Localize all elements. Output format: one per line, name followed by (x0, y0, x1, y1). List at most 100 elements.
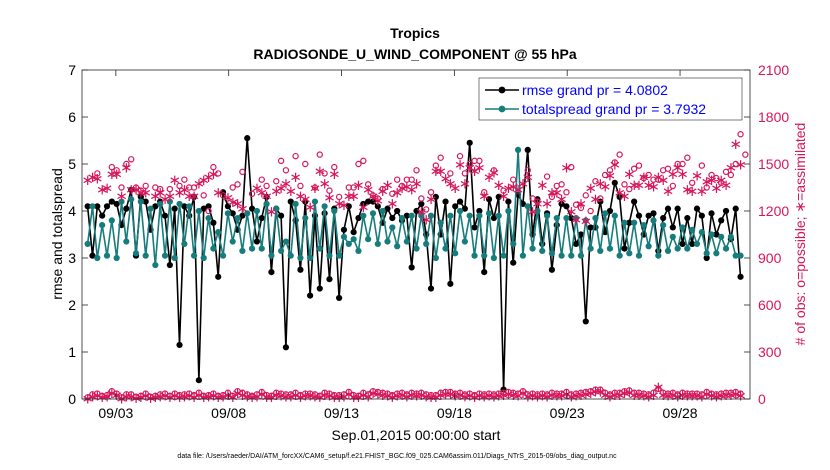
point-1-82 (481, 252, 488, 259)
point-1-4 (103, 252, 111, 259)
point-5-92: ∗ (526, 387, 539, 405)
point-3-4: ∗ (101, 179, 114, 197)
point-4-26 (210, 390, 217, 397)
point-5-5: ∗ (106, 384, 119, 402)
point-3-121: ∗ (667, 165, 680, 183)
point-3-2: ∗ (91, 170, 104, 188)
point-3-111: ∗ (618, 187, 631, 205)
point-3-53: ∗ (338, 196, 351, 214)
point-2-99 (563, 188, 570, 196)
point-1-99 (563, 214, 570, 222)
point-3-52: ∗ (333, 195, 346, 213)
point-3-37: ∗ (260, 187, 273, 205)
point-0-72 (432, 193, 439, 200)
point-5-101: ∗ (570, 387, 583, 405)
point-3-63: ∗ (386, 195, 399, 213)
point-2-19 (176, 182, 183, 190)
point-5-108: ∗ (604, 387, 617, 405)
point-5-74: ∗ (439, 385, 452, 403)
point-3-123: ∗ (676, 165, 689, 183)
point-4-23 (195, 389, 203, 396)
point-3-101: ∗ (570, 210, 583, 228)
point-5-31: ∗ (231, 384, 244, 402)
point-1-85 (495, 212, 502, 219)
point-2-31 (234, 181, 241, 188)
point-1-133 (727, 233, 734, 240)
x-tick-label-4: 09/23 (550, 405, 585, 421)
point-4-54 (345, 388, 352, 396)
point-2-25 (205, 207, 212, 215)
point-2-39 (273, 178, 280, 185)
point-1-47 (311, 198, 319, 205)
legend-box (478, 77, 743, 121)
point-1-81 (476, 212, 483, 219)
point-2-24 (200, 192, 207, 199)
point-3-124: ∗ (681, 181, 694, 199)
point-2-88 (510, 176, 517, 183)
left-tick-label-4: 4 (68, 203, 76, 219)
point-2-43 (292, 152, 299, 160)
point-2-124 (684, 154, 691, 161)
point-5-99: ∗ (560, 385, 573, 403)
point-5-16: ∗ (159, 387, 172, 405)
point-1-118 (655, 252, 662, 259)
point-4-127 (698, 391, 706, 398)
point-5-80: ∗ (468, 388, 481, 406)
point-2-129 (708, 171, 715, 179)
point-2-127 (698, 162, 706, 169)
point-2-134 (732, 160, 739, 168)
point-4-118 (655, 385, 662, 393)
right-tick-label-0: 0 (758, 391, 766, 407)
point-3-83: ∗ (483, 168, 496, 186)
point-3-86: ∗ (497, 187, 510, 205)
point-5-120: ∗ (662, 387, 675, 405)
point-1-22 (190, 252, 198, 259)
point-2-30 (229, 184, 236, 191)
point-0-78 (461, 205, 468, 212)
point-1-111 (621, 219, 628, 226)
point-3-109: ∗ (609, 156, 622, 174)
point-3-66: ∗ (401, 177, 414, 195)
series-1 (84, 146, 744, 269)
point-1-31 (234, 214, 241, 222)
point-5-122: ∗ (671, 387, 684, 405)
point-3-79: ∗ (463, 159, 476, 177)
point-1-42 (287, 252, 294, 259)
point-5-106: ∗ (594, 383, 607, 401)
point-0-50 (326, 276, 333, 283)
point-3-96: ∗ (546, 184, 559, 202)
point-0-121 (669, 224, 676, 231)
series-4 (84, 385, 744, 401)
point-3-99: ∗ (560, 159, 573, 177)
point-3-31: ∗ (231, 195, 244, 213)
point-5-104: ∗ (584, 384, 597, 402)
point-2-32 (239, 168, 246, 176)
point-1-57 (360, 212, 367, 219)
point-5-103: ∗ (579, 385, 592, 403)
point-2-8 (123, 160, 130, 168)
point-2-133 (727, 171, 735, 179)
point-5-1: ∗ (86, 387, 99, 405)
point-3-128: ∗ (700, 173, 713, 191)
point-4-12 (142, 390, 149, 397)
point-0-85 (495, 193, 502, 200)
point-5-78: ∗ (459, 387, 472, 405)
point-1-96 (548, 250, 556, 257)
point-2-61 (379, 185, 386, 193)
point-5-10: ∗ (130, 389, 143, 407)
point-5-62: ∗ (381, 387, 394, 405)
point-3-24: ∗ (197, 171, 210, 189)
point-2-67 (408, 176, 415, 183)
point-0-32 (239, 212, 246, 219)
point-3-93: ∗ (531, 195, 544, 213)
point-0-54 (345, 203, 352, 210)
point-3-110: ∗ (613, 184, 626, 202)
point-5-20: ∗ (178, 387, 191, 405)
point-5-51: ∗ (328, 388, 341, 406)
point-3-59: ∗ (367, 187, 380, 205)
legend-rmse-marker (498, 86, 506, 94)
point-1-70 (423, 240, 430, 247)
point-3-132: ∗ (720, 176, 733, 194)
point-2-96 (548, 193, 556, 201)
point-1-79 (466, 212, 473, 219)
